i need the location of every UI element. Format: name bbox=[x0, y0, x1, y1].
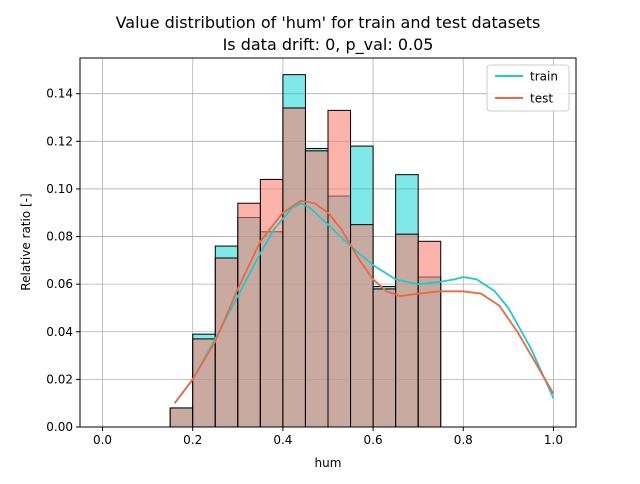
legend-label-train: train bbox=[530, 70, 558, 84]
bar-test-10 bbox=[395, 233, 419, 428]
bar-test-9 bbox=[372, 288, 397, 428]
kde-line-test bbox=[173, 199, 555, 404]
axis-ticks: 0.0 0.2 0.4 0.6 0.8 1.0 0.00 0.02 0.04 0.06 0.08 0.… bbox=[46, 87, 563, 447]
bar-test-3 bbox=[237, 202, 261, 428]
x-axis-label: hum bbox=[315, 456, 342, 470]
bar-test-5 bbox=[282, 107, 306, 428]
x-tick-label-2: 0.4 bbox=[273, 433, 292, 447]
y-tick-label-1: 0.02 bbox=[46, 372, 73, 386]
legend: train test bbox=[486, 64, 570, 112]
bar-test-0 bbox=[169, 407, 194, 428]
y-tick-label-5: 0.10 bbox=[46, 182, 73, 196]
x-tick-label-4: 0.8 bbox=[454, 433, 473, 447]
y-tick-label-6: 0.12 bbox=[46, 134, 73, 148]
x-tick-label-5: 1.0 bbox=[544, 433, 563, 447]
y-tick-label-4: 0.08 bbox=[46, 230, 73, 244]
legend-label-test: test bbox=[530, 92, 553, 106]
y-tick-label-7: 0.14 bbox=[46, 87, 73, 101]
x-tick-label-1: 0.2 bbox=[183, 433, 202, 447]
kde-line-train bbox=[173, 202, 555, 404]
y-tick-label-3: 0.06 bbox=[46, 277, 73, 291]
chart-title-line2: Is data drift: 0, p_val: 0.05 bbox=[223, 35, 434, 55]
bar-test-6 bbox=[304, 150, 329, 428]
bar-test-1 bbox=[192, 338, 216, 428]
histogram-bars bbox=[169, 74, 442, 428]
y-axis-label: Relative ratio [-] bbox=[19, 193, 33, 290]
bar-test-7 bbox=[327, 109, 352, 428]
bar-test-11 bbox=[417, 240, 442, 428]
plot-frame bbox=[79, 57, 577, 428]
y-tick-label-2: 0.04 bbox=[46, 325, 73, 339]
x-tick-label-3: 0.6 bbox=[364, 433, 383, 447]
x-tick-label-0: 0.0 bbox=[93, 433, 112, 447]
y-tick-label-0: 0.00 bbox=[46, 420, 73, 434]
chart-title-line1: Value distribution of 'hum' for train an… bbox=[116, 13, 541, 32]
kde-lines bbox=[173, 199, 555, 404]
bar-test-2 bbox=[214, 257, 239, 428]
